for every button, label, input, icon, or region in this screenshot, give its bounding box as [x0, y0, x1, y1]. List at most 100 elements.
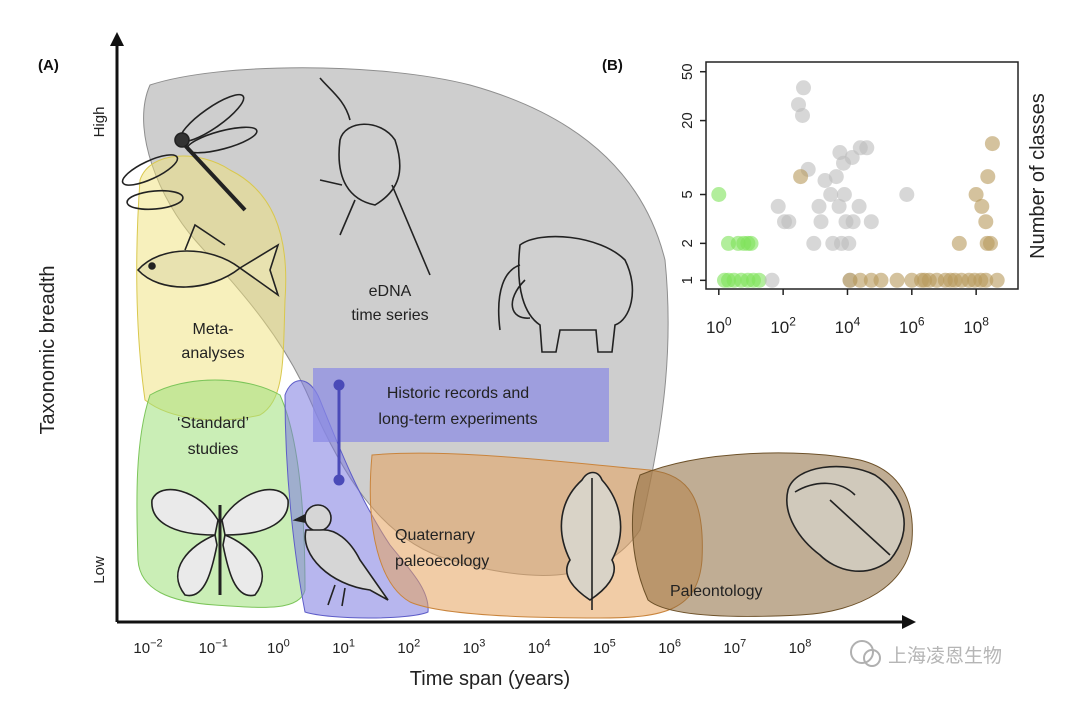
x-tick-label-1: 10−1: [199, 637, 228, 657]
scatter-point-1-23: [845, 214, 861, 230]
watermark-text: 上海凌恩生物: [888, 645, 1002, 667]
scatter-point-2-1: [842, 272, 858, 288]
panel-b-label: (B): [602, 57, 623, 74]
meta-label-line1: Meta-: [193, 321, 234, 338]
wechat-icon-inner: [863, 649, 881, 667]
panel-a: eDNA time series Meta- analyses ‘Standar…: [37, 32, 1002, 690]
scatter-point-2-26: [980, 169, 996, 185]
quaternary-label-line2: paleoecology: [395, 553, 489, 570]
scatter-point-0-0: [711, 187, 727, 202]
oak-leaf-illustration: [560, 471, 622, 610]
historic-label-line1: Historic records and: [387, 385, 529, 402]
scatter-point-0-12: [751, 272, 767, 288]
x-tick-label-b-3: 106: [899, 314, 925, 337]
standard-label-line2: studies: [188, 441, 239, 458]
scatter-points: [711, 80, 1005, 288]
scatter-point-2-20: [951, 235, 967, 251]
scatter-point-2-22: [974, 198, 990, 214]
panel-b-plot-frame: [705, 61, 1019, 290]
edna-label-line2: time series: [351, 307, 428, 324]
meta-label-line2: analyses: [181, 345, 244, 362]
scatter-point-1-21: [841, 235, 857, 251]
scatter-point-2-27: [984, 136, 1000, 152]
scatter-point-1-10: [813, 214, 829, 230]
wechat-icon: [850, 640, 874, 664]
scatter-point-1-1: [770, 198, 786, 214]
trilobite-illustration: [786, 465, 905, 572]
dragonfly-illustration: [121, 93, 258, 212]
scatter-point-2-0: [793, 169, 809, 185]
x-tick-label-9: 107: [723, 637, 746, 657]
y-axis-low-label: Low: [91, 556, 108, 584]
scatter-point-2-5: [889, 272, 905, 288]
x-axis-arrow: [902, 615, 916, 629]
x-axis-tick-labels: 10−2 10−1 100 101 102 103 104 105 106 107 108: [133, 637, 811, 657]
scatter-point-1-14: [828, 169, 844, 185]
scatter-point-1-8: [806, 235, 822, 251]
quaternary-label-line1: Quaternary: [395, 527, 475, 544]
x-tick-label-b-4: 108: [963, 314, 989, 337]
x-tick-label-10: 108: [789, 637, 812, 657]
y-tick-label-3: 20: [679, 112, 696, 129]
x-tick-label-b-2: 104: [835, 314, 861, 337]
scatter-point-1-15: [831, 198, 847, 214]
scatter-axes: 1 2 5 20 50 100 102 104 106 108: [679, 63, 989, 337]
x-axis-title: Time span (years): [410, 668, 570, 690]
butterfly-illustration: [151, 488, 289, 597]
historic-range-top-dot: [333, 379, 345, 391]
bird-illustration: [292, 504, 389, 607]
x-tick-label-3: 101: [332, 637, 355, 657]
watermark: 上海凌恩生物: [850, 640, 1002, 667]
scatter-point-2-2: [852, 272, 868, 288]
scatter-point-1-0: [764, 272, 780, 288]
y-tick-label-1: 2: [679, 239, 696, 247]
paleontology-label: Paleontology: [670, 583, 763, 600]
scatter-point-1-26: [859, 140, 875, 156]
x-tick-label-7: 105: [593, 637, 616, 657]
copepod-illustration: [319, 77, 431, 276]
panel-a-label: (A): [38, 57, 59, 74]
x-tick-label-5: 103: [463, 637, 486, 657]
standard-region: [136, 379, 306, 608]
scatter-point-1-6: [796, 80, 811, 96]
edna-label-line1: eDNA: [369, 283, 412, 300]
scatter-point-2-19: [989, 272, 1005, 288]
scatter-point-2-21: [968, 187, 984, 202]
x-tick-label-8: 106: [658, 637, 681, 657]
scatter-point-2-25: [983, 235, 998, 251]
y-tick-label-0: 1: [679, 276, 696, 284]
scatter-point-1-9: [811, 198, 827, 214]
scatter-point-2-23: [978, 214, 994, 230]
scatter-point-1-24: [851, 198, 867, 214]
scatter-point-2-18: [978, 272, 994, 288]
scatter-point-1-29: [899, 187, 915, 202]
scatter-point-1-27: [863, 214, 879, 230]
meta-region: [136, 155, 287, 421]
mammoth-illustration: [497, 235, 634, 353]
y-tick-label-2: 5: [679, 190, 696, 198]
fish-illustration: [136, 223, 280, 298]
scatter-point-1-11: [817, 173, 833, 188]
historic-label-line2: long-term experiments: [378, 411, 537, 428]
x-tick-label-6: 104: [528, 637, 551, 657]
x-tick-label-0: 10−2: [133, 637, 162, 657]
x-tick-label-4: 102: [397, 637, 420, 657]
y-axis-arrow: [110, 32, 124, 46]
scatter-point-1-5: [795, 108, 810, 123]
panel-b: (B) 1 2 5 20 50 100 102 104 106 108 Number of cla…: [602, 57, 1049, 337]
scatter-point-1-19: [836, 187, 852, 202]
scatter-point-2-4: [873, 272, 889, 288]
panel-b-y-label: Number of classes: [1027, 93, 1049, 259]
x-tick-label-2: 100: [267, 637, 290, 657]
y-tick-label-4: 50: [679, 63, 696, 80]
scatter-point-0-5: [743, 235, 759, 251]
scatter-point-1-12: [823, 187, 839, 202]
scatter-point-1-3: [781, 214, 797, 230]
historic-range-bottom-dot: [333, 474, 345, 486]
x-tick-label-b-1: 102: [770, 314, 796, 337]
y-axis-title: Taxonomic breadth: [37, 266, 59, 435]
historic-records-box: [313, 368, 609, 442]
standard-label-line1: ‘Standard’: [177, 415, 249, 432]
